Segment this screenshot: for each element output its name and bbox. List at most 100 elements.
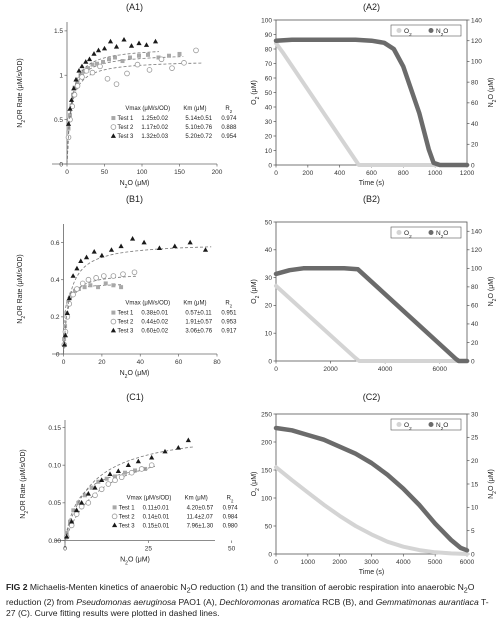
legend-series-name: Test 3 (119, 523, 136, 529)
data-point (120, 271, 126, 277)
data-point (83, 493, 87, 498)
x-tick-label: 0 (63, 545, 67, 552)
y2-axis-label: N2O (μM) (488, 469, 498, 499)
y-tick-label: 0 (268, 358, 272, 365)
legend-r2-value: 0.888 (221, 125, 237, 131)
data-point (71, 85, 77, 91)
legend-km-value: 11.4±2.07 (187, 514, 214, 520)
y-tick-label: 70 (265, 61, 273, 68)
legend-label-n2o: N2O (436, 230, 448, 239)
panel-title: (B2) (363, 194, 380, 204)
x-tick-label: 2000 (332, 559, 347, 566)
data-point (104, 76, 111, 82)
panel-a2: (A2)0 200 400 600 800 1000 1200010203040506070… (251, 2, 498, 187)
panel-c1: (C1) 0 25 50 0.00 0.05 0.10 0.15 N2O (μM) N2OR Ra… (20, 392, 238, 566)
data-point (68, 519, 72, 524)
data-point (91, 249, 97, 254)
legend-marker (111, 513, 118, 520)
data-point (169, 65, 175, 71)
data-point (74, 286, 80, 292)
legend-series-name: Test 3 (117, 329, 134, 335)
legend-series-name: Test 3 (117, 134, 134, 140)
y2-tick-label: 100 (471, 59, 482, 66)
caption-label: FIG 2 (6, 582, 28, 592)
x-tick-label: 4000 (378, 366, 393, 373)
series-line-o2 (274, 41, 469, 167)
legend-label-n2o: N2O (436, 28, 448, 37)
data-point (162, 448, 168, 454)
y-tick-label: 40 (265, 104, 273, 111)
y2-tick-label: 0 (471, 162, 475, 169)
data-point (149, 454, 155, 460)
data-point (62, 337, 67, 342)
y-tick-label: 0.2 (50, 314, 59, 321)
y2-tick-label: 15 (471, 481, 479, 488)
legend-vmax-value: 1.25±0.02 (141, 116, 168, 122)
data-point (85, 490, 91, 496)
data-point (86, 56, 93, 62)
legend-vmax-value: 0.15±0.01 (143, 523, 170, 529)
x-tick-label: 4000 (396, 559, 411, 566)
data-point (104, 476, 109, 481)
y-tick-label: 100 (261, 495, 272, 502)
panel-b1: (B1) 0 20 40 60 80 0 0.2 0.4 0.6 N2O (μM) N2OR Rate… (17, 194, 237, 380)
x-tick-label: 400 (334, 170, 345, 177)
data-point (131, 269, 138, 276)
x-tick-label: 0 (274, 170, 278, 177)
legend-series-name: Test 1 (117, 311, 134, 317)
fit-curve (66, 62, 203, 164)
data-point (61, 341, 68, 347)
legend-label-o2: O2 (404, 28, 412, 37)
x-tick-label: 0 (274, 366, 278, 373)
caption-subscript-2: 2 (463, 586, 468, 595)
data-point (111, 283, 116, 288)
data-point (181, 60, 187, 66)
fit-curve (63, 275, 137, 354)
legend-marker (111, 310, 116, 315)
legend-r2-value: 0.917 (221, 329, 237, 335)
data-point (76, 68, 82, 73)
x-tick-label: 20 (98, 359, 106, 366)
legend: Vmax (μM/s/OD) Km (μM) R2 Test 1 0.11±0.01 4.… (111, 495, 238, 529)
data-point (69, 518, 75, 524)
y-tick-label: 0.4 (50, 277, 59, 284)
caption-subscript-1: 2 (186, 586, 191, 595)
y-tick-label: 60 (265, 75, 273, 82)
legend-r2-value: 0.954 (221, 134, 237, 140)
legend: Vmax (μM/s/OD) Km (μM) R2 Test 1 1.25±0.02 5.… (110, 106, 237, 140)
x-tick-label: 0 (62, 359, 66, 366)
x-tick-label: 25 (145, 545, 153, 552)
x-tick-label: 200 (212, 169, 223, 176)
data-point (66, 301, 73, 307)
caption-text-5: RCB (B), and (319, 596, 376, 607)
legend-label-o2: O2 (404, 230, 412, 239)
data-point (98, 486, 105, 493)
x-tick-label: 200 (302, 170, 313, 177)
data-point (136, 40, 142, 46)
figure-caption: FIG 2 Michaelis-Menten kinetics of anaer… (6, 582, 498, 619)
x-tick-label: 800 (398, 170, 409, 177)
y2-tick-label: 80 (471, 284, 479, 291)
legend-marker (396, 28, 402, 33)
x-tick-label: 1000 (428, 170, 443, 177)
data-point (83, 254, 90, 260)
data-point (74, 265, 80, 271)
caption-organism-1: Pseudomonas aeruginosa (76, 596, 177, 607)
data-point (83, 68, 90, 74)
data-point (141, 239, 147, 245)
x-tick-label: 100 (137, 169, 148, 176)
y2-tick-label: 140 (471, 17, 482, 24)
legend-km-value: 7.96±1.30 (187, 523, 214, 529)
data-point (107, 57, 111, 62)
series-line-o2 (274, 283, 469, 363)
legend: Vmax (μM/s/OD) Km (μM) R2 Test 1 0.38±0.01 0.… (110, 301, 237, 335)
legend-header-r2: R2 (225, 301, 232, 309)
data-point (95, 47, 102, 53)
x-tick-label: 150 (174, 169, 185, 176)
data-point (81, 69, 86, 74)
y-axis-label: O2 (μM) (251, 80, 261, 105)
x-tick-label: 5000 (428, 559, 443, 566)
y2-tick-label: 120 (471, 38, 482, 45)
legend-header-r2: R2 (225, 106, 232, 114)
legend-series-name: Test 2 (117, 125, 134, 131)
